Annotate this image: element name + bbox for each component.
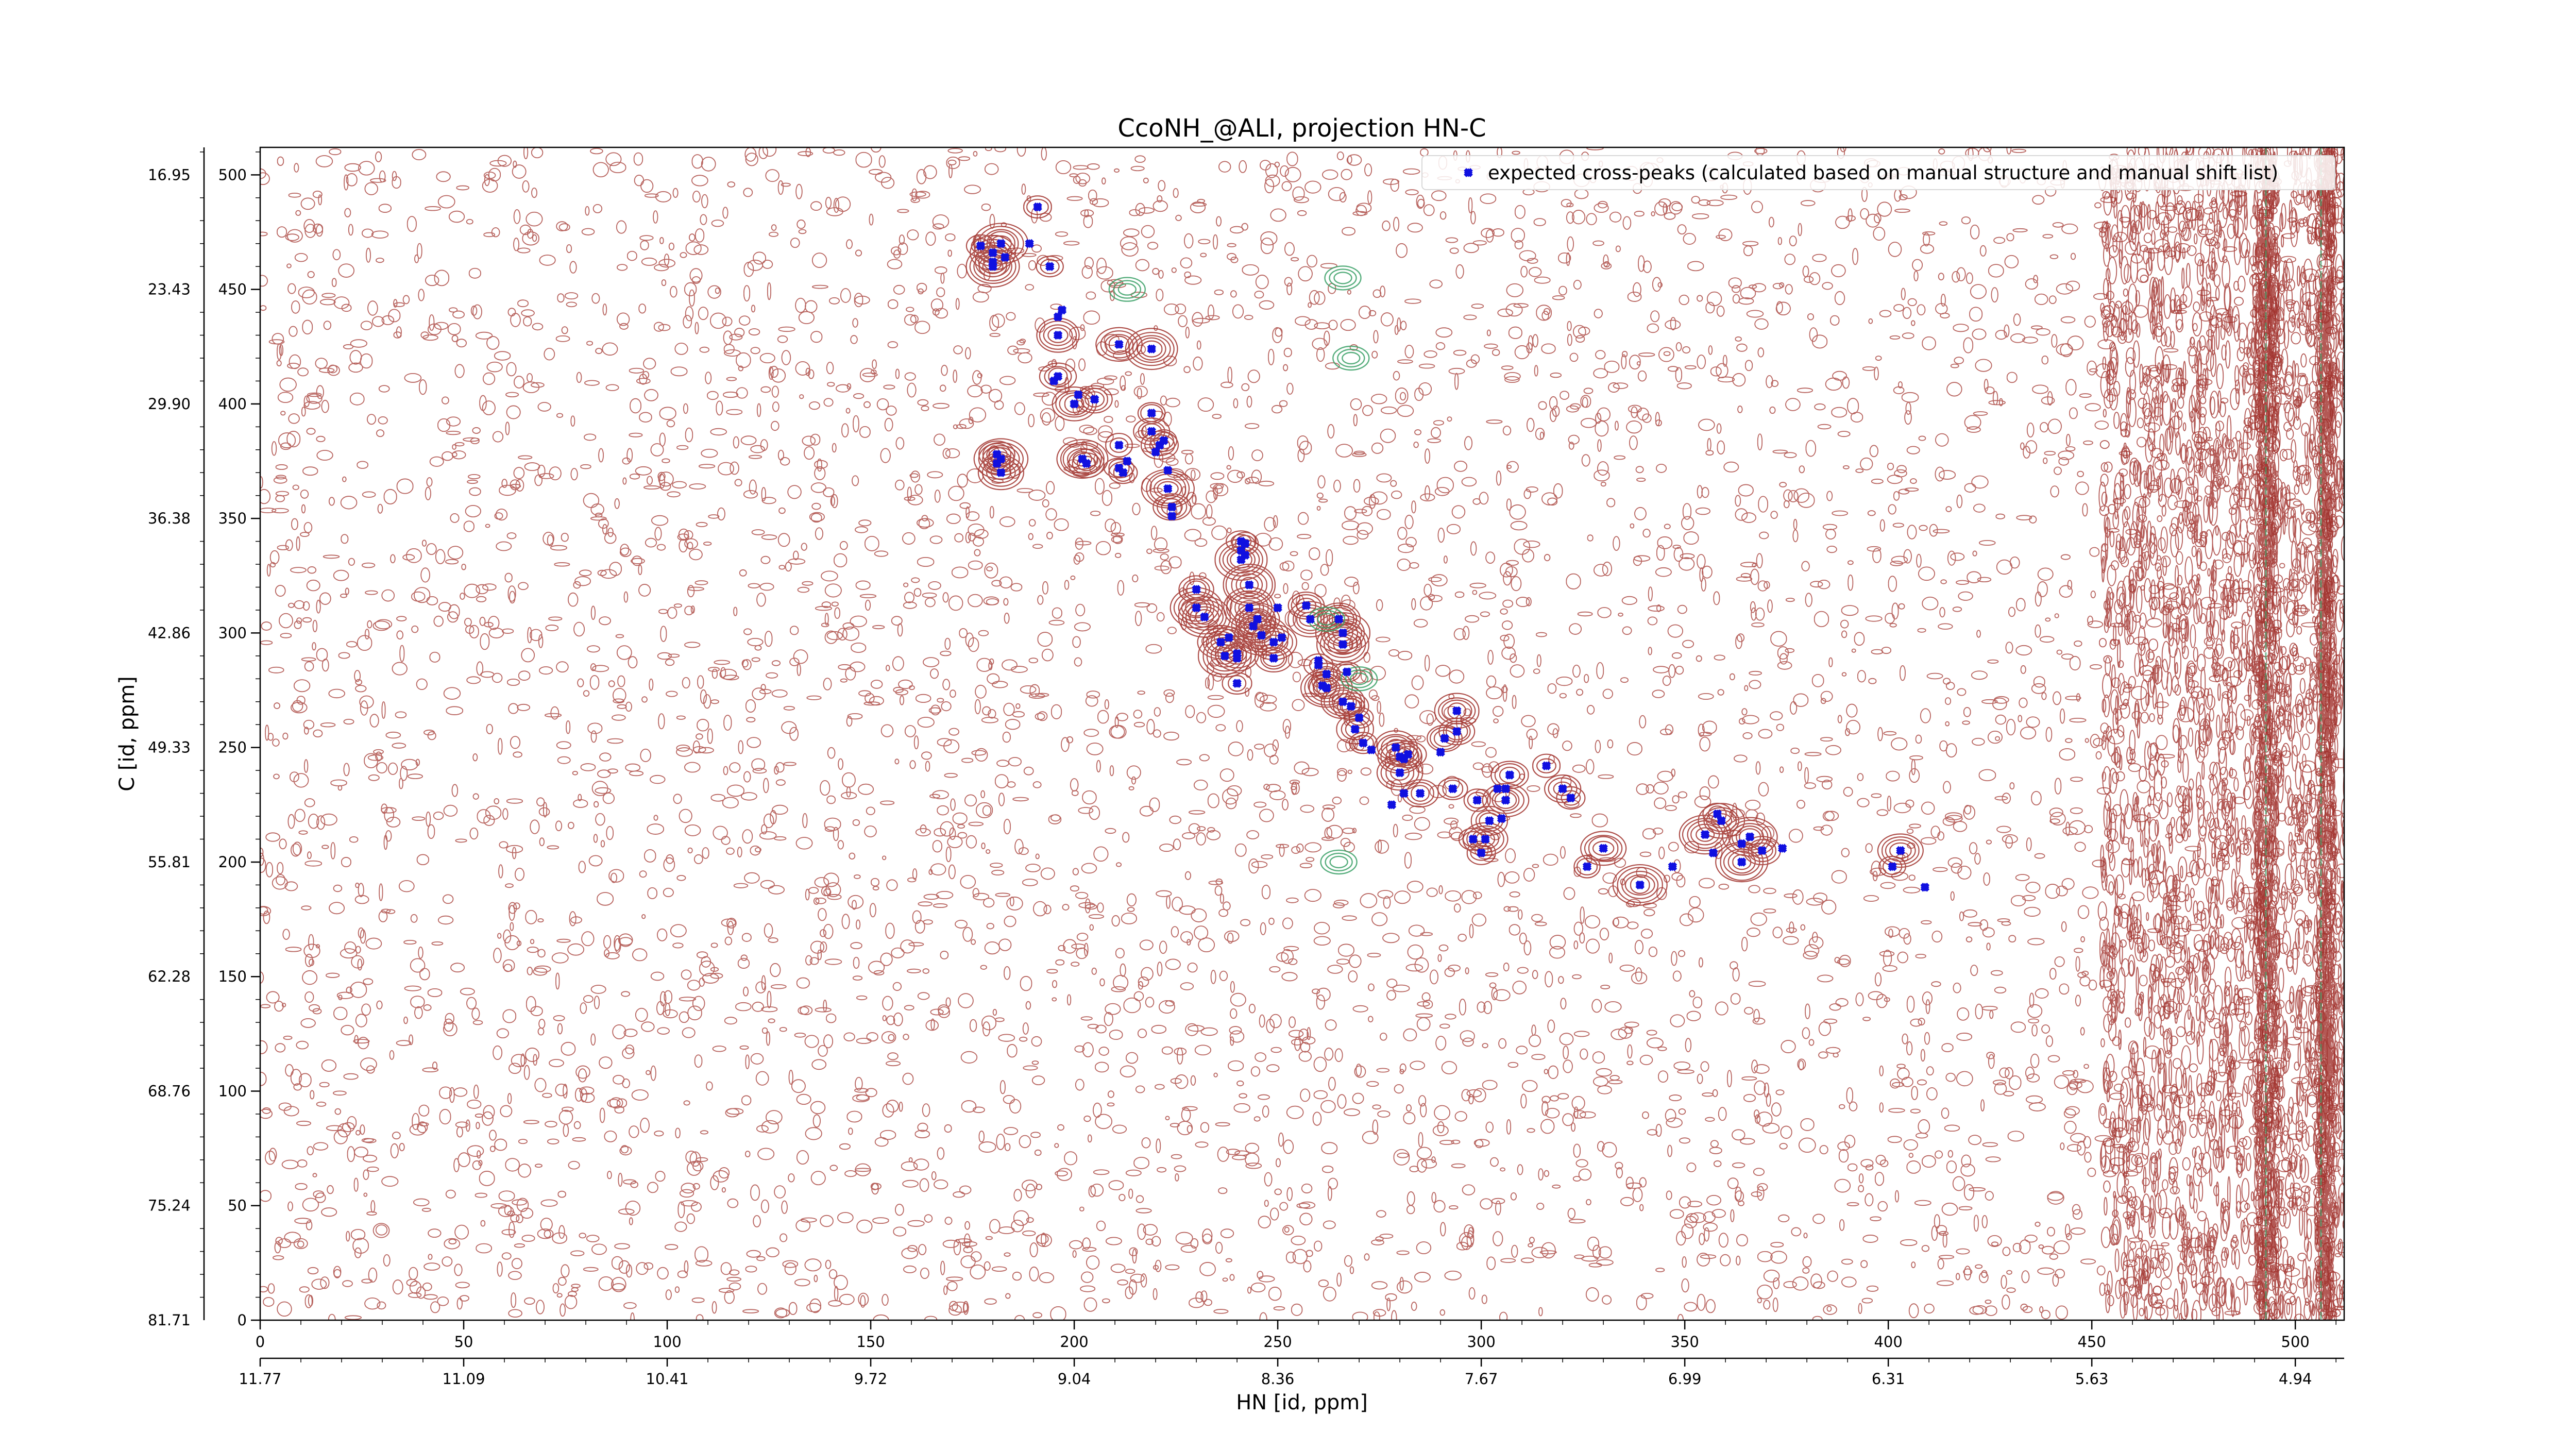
x-tick-label: 50 xyxy=(454,1333,473,1351)
y-tick-label: 100 xyxy=(218,1082,247,1100)
x-ppm-tick-label: 9.72 xyxy=(854,1370,888,1388)
y-ppm-tick-label: 55.81 xyxy=(148,853,191,871)
cross-peak-marker xyxy=(1581,860,1594,873)
x-axis-ppm: 11.77 11.09 10.41 9.72 9.04 8.36 7.67 6.99 6.31 5… xyxy=(239,1358,2344,1388)
x-ppm-tick-label: 10.41 xyxy=(646,1370,689,1388)
x-ppm-tick-label: 4.94 xyxy=(2279,1370,2312,1388)
x-ppm-tick-label: 9.04 xyxy=(1058,1370,1091,1388)
marker-layer xyxy=(974,200,1931,894)
artefact-band-contours xyxy=(2252,136,2281,1329)
y-ppm-tick-label: 49.33 xyxy=(148,739,191,756)
cross-peak-marker xyxy=(1470,794,1483,806)
y-ppm-tick-label: 62.28 xyxy=(148,968,191,985)
x-axis-label: HN [id, ppm] xyxy=(1236,1391,1368,1414)
x-tick-label: 450 xyxy=(2077,1333,2106,1351)
cross-peak-marker xyxy=(1483,814,1496,827)
cross-peak-marker xyxy=(1503,768,1516,781)
x-tick-label: 350 xyxy=(1670,1333,1699,1351)
cross-peak-marker xyxy=(1919,881,1931,894)
noise-contours xyxy=(255,141,2350,1326)
x-tick-label: 250 xyxy=(1263,1333,1292,1351)
cross-peak-marker xyxy=(1023,237,1036,250)
x-ppm-tick-label: 11.77 xyxy=(239,1370,281,1388)
plot-frame xyxy=(260,147,2344,1320)
artefact-band-contours xyxy=(2098,136,2353,1333)
y-tick-label: 350 xyxy=(218,510,247,527)
x-tick-label: 300 xyxy=(1467,1333,1495,1351)
y-tick-label: 450 xyxy=(218,281,247,298)
legend-entry: expected cross-peaks (calculated based o… xyxy=(1488,162,2278,184)
cross-peak-marker xyxy=(1067,397,1080,410)
cross-peak-marker xyxy=(1043,260,1056,273)
cross-peak-marker xyxy=(1052,329,1064,342)
y-tick-label: 200 xyxy=(218,853,247,871)
x-tick-label: 500 xyxy=(2281,1333,2310,1351)
cross-peak-marker xyxy=(1540,759,1553,772)
y-ppm-tick-label: 36.38 xyxy=(148,510,191,527)
x-ppm-tick-label: 7.67 xyxy=(1465,1370,1498,1388)
y-ppm-tick-label: 81.71 xyxy=(148,1311,191,1329)
contour-layer xyxy=(255,136,2353,1333)
chart-title: CcoNH_@ALI, projection HN-C xyxy=(1117,114,1486,143)
cross-peak-marker xyxy=(1385,798,1398,811)
y-ppm-tick-label: 16.95 xyxy=(148,166,191,183)
y-axis-label: C [id, ppm] xyxy=(115,676,139,791)
cross-peak-marker xyxy=(1230,677,1243,689)
y-ppm-tick-label: 68.76 xyxy=(148,1082,191,1100)
cross-peak-marker xyxy=(1894,844,1907,857)
x-tick-label: 0 xyxy=(256,1333,265,1351)
y-tick-label: 400 xyxy=(218,395,247,413)
x-ppm-tick-label: 6.99 xyxy=(1668,1370,1702,1388)
x-axis-index: 0 50 100 150 200 250 300 350 400 450 500 xyxy=(256,1320,2336,1351)
x-tick-label: 400 xyxy=(1874,1333,1902,1351)
x-ppm-tick-label: 5.63 xyxy=(2075,1370,2109,1388)
cross-peak-marker xyxy=(1666,860,1679,873)
y-tick-label: 500 xyxy=(218,166,247,183)
x-ppm-tick-label: 11.09 xyxy=(443,1370,485,1388)
y-axis: 0 81.71 50 75.24 100 68.76 150 62.28 200 55.81 250… xyxy=(148,147,260,1329)
y-tick-label: 0 xyxy=(238,1311,247,1329)
x-ppm-tick-label: 8.36 xyxy=(1261,1370,1295,1388)
x-ppm-tick-label: 6.31 xyxy=(1872,1370,1905,1388)
cross-peak-marker xyxy=(1112,439,1125,451)
y-ppm-tick-label: 42.86 xyxy=(148,624,191,642)
y-ppm-tick-label: 75.24 xyxy=(148,1197,191,1215)
cross-peak-marker xyxy=(1031,200,1044,213)
y-tick-label: 250 xyxy=(218,739,247,756)
y-tick-label: 150 xyxy=(218,968,247,985)
x-tick-label: 200 xyxy=(1060,1333,1088,1351)
x-tick-label: 150 xyxy=(856,1333,885,1351)
legend: expected cross-peaks (calculated based o… xyxy=(1422,156,2335,190)
y-ppm-tick-label: 23.43 xyxy=(148,281,191,298)
cross-peak-marker xyxy=(1597,842,1609,855)
cross-peak-marker xyxy=(1145,342,1158,355)
cross-peak-marker xyxy=(1633,879,1646,891)
x-tick-label: 100 xyxy=(653,1333,681,1351)
y-ppm-tick-label: 29.90 xyxy=(148,395,191,413)
cross-peak-marker xyxy=(1414,787,1427,800)
y-tick-label: 50 xyxy=(228,1197,247,1215)
y-tick-label: 300 xyxy=(218,624,247,642)
